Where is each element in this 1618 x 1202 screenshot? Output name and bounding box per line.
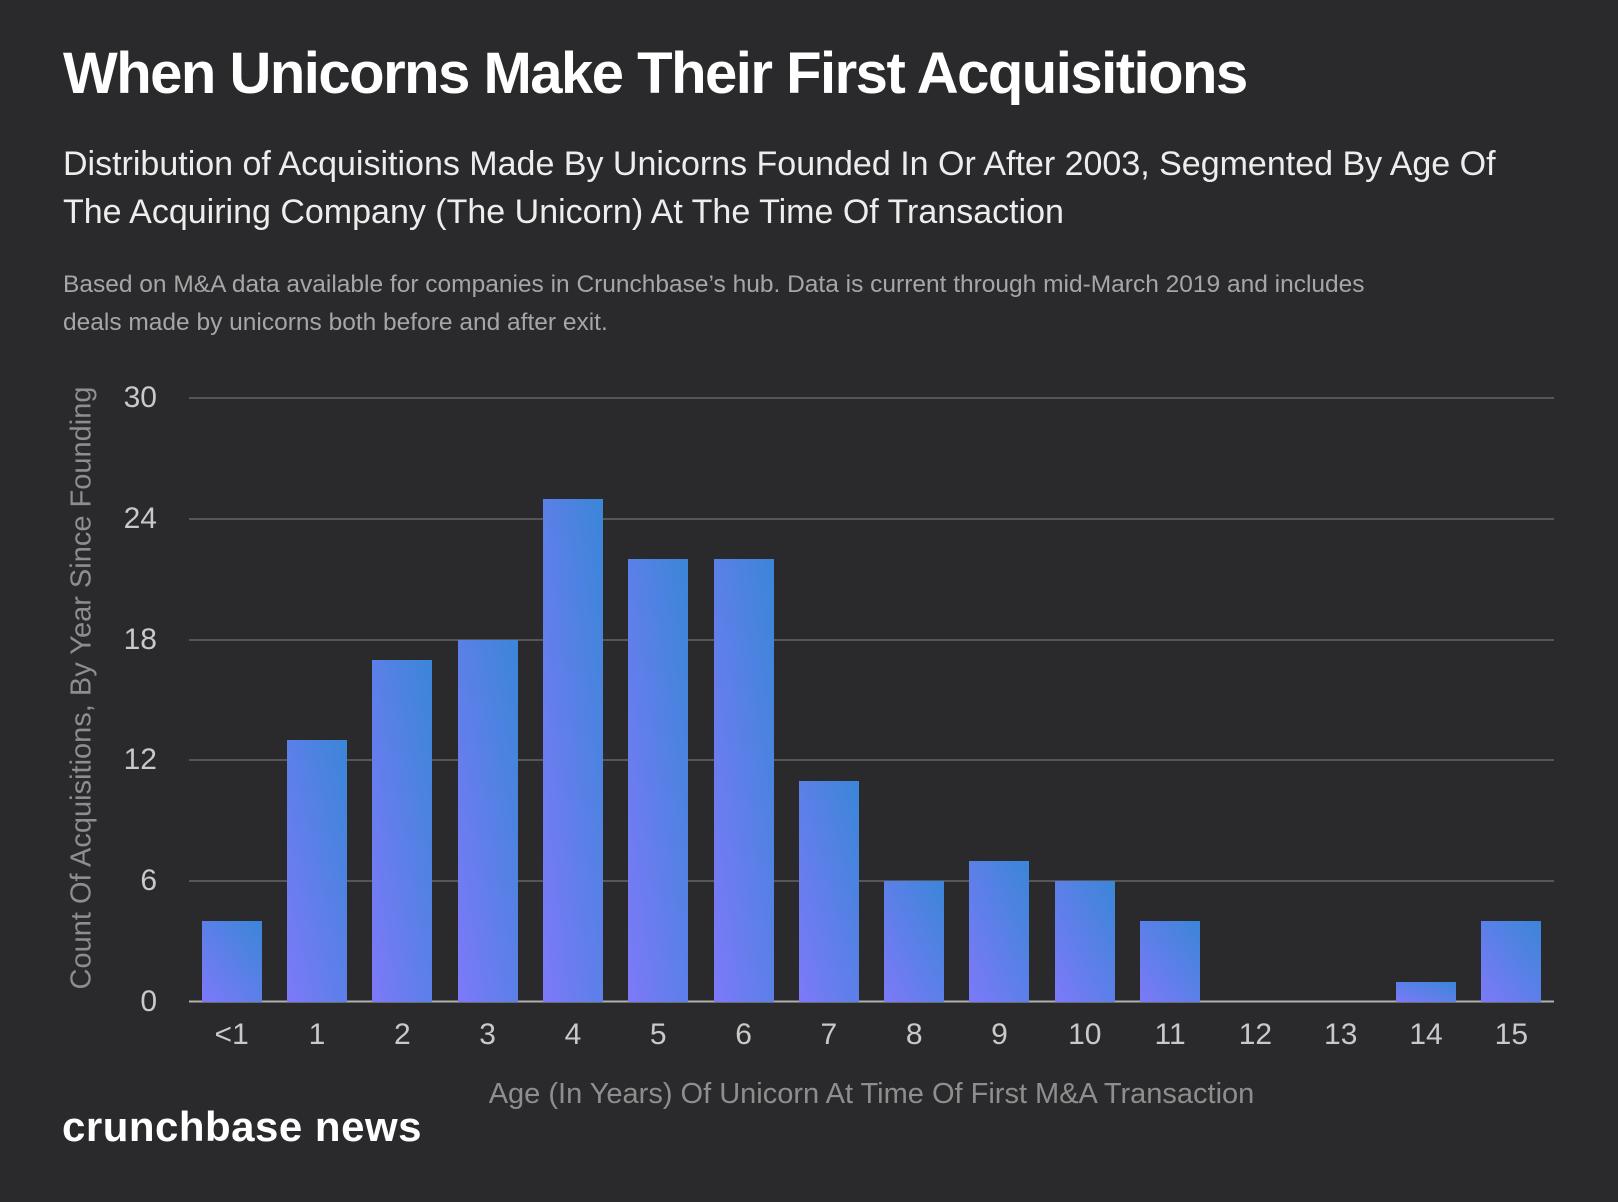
- x-tick-label-2: 2: [393, 1018, 411, 1051]
- crunchbase-news-logo: crunchbase news: [62, 1103, 422, 1150]
- bars-group: [189, 398, 1554, 1002]
- x-tick-label-5: 5: [649, 1018, 667, 1051]
- bar-1: [286, 740, 347, 1002]
- bar-slot-11: [1127, 398, 1212, 1002]
- bar-slot-8: [872, 398, 957, 1002]
- x-tick-label-15: 15: [1494, 1018, 1529, 1051]
- chart-subtitle: Distribution of Acquisitions Made By Uni…: [63, 145, 1496, 232]
- bar-10: [1054, 881, 1115, 1002]
- bar-8: [884, 881, 945, 1002]
- bar-slot-6: [701, 398, 786, 1002]
- bar-5: [628, 559, 689, 1002]
- x-tick-label-1: 1: [308, 1018, 326, 1051]
- x-tick-label-3: 3: [479, 1018, 496, 1051]
- x-tick-label-13: 13: [1324, 1018, 1358, 1051]
- x-tick-label-11: 11: [1154, 1018, 1186, 1051]
- bar-slot-3: [445, 398, 530, 1002]
- bar-slot-15: [1469, 398, 1554, 1002]
- x-tick-labels: <1 1 2 3 4 5 6 7 8 9 10 11 12 13 14 15: [189, 1018, 1554, 1052]
- bar-slot-<1: [189, 398, 274, 1002]
- bar-14: [1396, 981, 1457, 1002]
- y-tick-label-12: 12: [123, 743, 157, 777]
- y-axis-title: Count Of Acquisitions, By Year Since Fou…: [65, 386, 98, 990]
- y-tick-label-18: 18: [123, 622, 157, 656]
- bar-3: [457, 639, 518, 1002]
- x-axis-line: [189, 1000, 1554, 1003]
- x-tick-label-4: 4: [564, 1018, 582, 1051]
- bar-7: [798, 780, 859, 1002]
- bar-slot-13: [1298, 398, 1383, 1002]
- bar-slot-10: [1042, 398, 1127, 1002]
- x-tick-label-10: 10: [1068, 1018, 1102, 1051]
- gridline-6: [189, 880, 1554, 882]
- y-tick-label-24: 24: [123, 501, 157, 535]
- bar-4: [542, 498, 603, 1002]
- page-title: When Unicorns Make Their First Acquisiti…: [63, 41, 1248, 106]
- x-tick-label-12: 12: [1238, 1018, 1273, 1051]
- bar-slot-4: [530, 398, 615, 1002]
- chart-source-note: Based on M&A data available for companie…: [63, 271, 1365, 336]
- bar-slot-1: [274, 398, 359, 1002]
- bar-<1: [201, 921, 262, 1002]
- x-tick-label-6: 6: [735, 1018, 752, 1051]
- gridline-30: [189, 397, 1554, 399]
- gridline-18: [189, 639, 1554, 641]
- bar-slot-12: [1213, 398, 1298, 1002]
- x-tick-label-8: 8: [905, 1018, 923, 1051]
- bar-9: [969, 861, 1030, 1002]
- x-tick-label-7: 7: [820, 1018, 838, 1051]
- bar-slot-5: [616, 398, 701, 1002]
- x-tick-label-9: 9: [991, 1018, 1008, 1051]
- plot-area: 0 6 12 18 24 30 <1 1 2 3 4 5 6 7 8 9 10 11 12 13 14 15: [124, 383, 1554, 1051]
- bar-2: [372, 659, 433, 1002]
- y-tick-label-30: 30: [123, 381, 157, 414]
- bar-15: [1481, 921, 1542, 1002]
- bar-slot-14: [1383, 398, 1468, 1002]
- gridline-24: [189, 518, 1554, 520]
- x-tick-label-<1: <1: [214, 1018, 249, 1051]
- bar-slot-9: [957, 398, 1042, 1002]
- x-tick-label-14: 14: [1409, 1018, 1443, 1051]
- bar-6: [713, 559, 774, 1002]
- gridline-12: [189, 759, 1554, 761]
- bar-slot-2: [360, 398, 445, 1002]
- x-axis-title: Age (In Years) Of Unicorn At Time Of Fir…: [488, 1078, 1255, 1110]
- bar-slot-7: [786, 398, 871, 1002]
- y-tick-label-6: 6: [140, 864, 157, 898]
- y-tick-label-0: 0: [140, 985, 157, 1018]
- bar-11: [1140, 921, 1201, 1002]
